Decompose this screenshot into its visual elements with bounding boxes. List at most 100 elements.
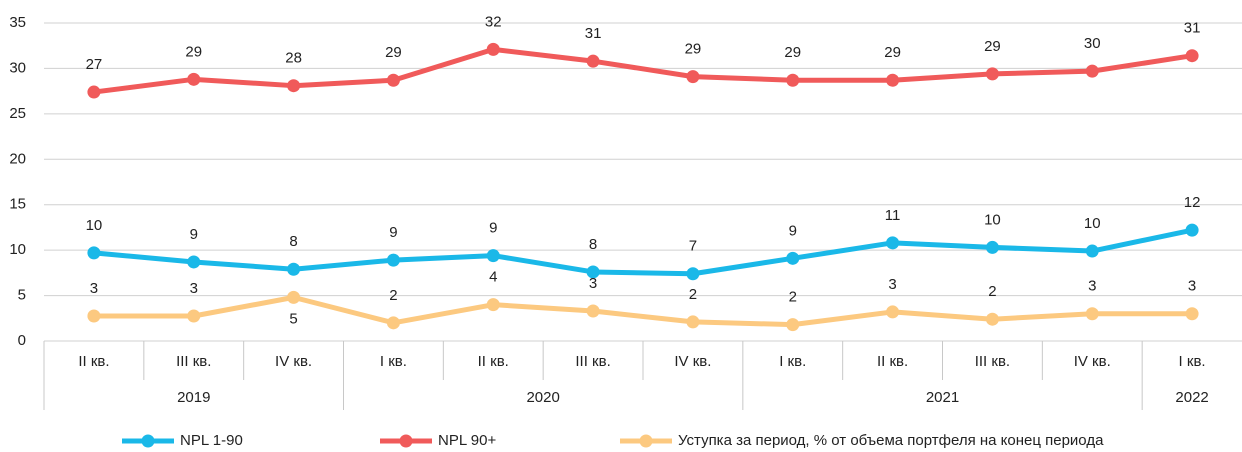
data-label: 3 xyxy=(190,280,198,297)
x-group-label: 2021 xyxy=(926,389,959,406)
x-tick-label: II кв. xyxy=(877,353,908,370)
data-label: 7 xyxy=(689,238,697,255)
data-point xyxy=(486,42,500,56)
data-point xyxy=(1185,223,1199,237)
x-tick-label: III кв. xyxy=(575,353,610,370)
x-tick-label: III кв. xyxy=(975,353,1010,370)
data-label: 30 xyxy=(1084,35,1101,52)
y-tick-label: 0 xyxy=(18,332,26,349)
x-tick-label: I кв. xyxy=(779,353,806,370)
data-label: 29 xyxy=(884,44,901,61)
data-point xyxy=(1085,64,1099,78)
data-label: 4 xyxy=(489,269,497,286)
data-label: 10 xyxy=(86,217,103,234)
data-label: 11 xyxy=(885,207,901,224)
data-label: 31 xyxy=(1184,20,1201,37)
data-label: 8 xyxy=(289,233,297,250)
data-point xyxy=(686,315,700,329)
x-tick-label: IV кв. xyxy=(674,353,711,370)
data-label: 2 xyxy=(689,286,697,303)
data-label: 29 xyxy=(984,38,1001,55)
data-point xyxy=(985,67,999,81)
x-tick-label: IV кв. xyxy=(275,353,312,370)
y-tick-label: 25 xyxy=(9,105,26,122)
data-label: 2 xyxy=(389,287,397,304)
x-tick-label: II кв. xyxy=(78,353,109,370)
series-line xyxy=(93,294,1193,328)
x-tick-label: I кв. xyxy=(1179,353,1206,370)
data-point xyxy=(886,73,900,87)
data-point xyxy=(686,70,700,84)
data-point xyxy=(87,246,101,260)
data-point xyxy=(586,265,600,279)
x-tick-label: II кв. xyxy=(478,353,509,370)
legend-marker xyxy=(639,434,653,448)
data-point xyxy=(87,85,101,99)
series-line xyxy=(93,46,1193,95)
data-label: 29 xyxy=(385,44,402,61)
data-label: 8 xyxy=(589,236,597,253)
legend-label: NPL 90+ xyxy=(438,432,496,449)
data-label: 27 xyxy=(86,56,103,73)
data-point xyxy=(1085,244,1099,258)
data-label: 10 xyxy=(984,211,1001,228)
data-label: 29 xyxy=(685,41,702,58)
data-label: 3 xyxy=(888,276,896,293)
y-tick-label: 10 xyxy=(9,241,26,258)
data-point xyxy=(386,316,400,330)
data-point xyxy=(486,298,500,312)
data-point xyxy=(1185,49,1199,63)
data-point xyxy=(287,79,301,93)
data-point xyxy=(886,305,900,319)
data-point xyxy=(586,304,600,318)
series-line xyxy=(93,227,1193,277)
y-tick-label: 35 xyxy=(9,14,26,31)
x-group-label: 2019 xyxy=(177,389,210,406)
data-point xyxy=(187,309,201,323)
data-label: 29 xyxy=(784,44,801,61)
data-label: 28 xyxy=(285,50,302,67)
x-tick-label: IV кв. xyxy=(1074,353,1111,370)
data-label: 9 xyxy=(489,220,497,237)
data-label: 3 xyxy=(90,280,98,297)
data-label: 2 xyxy=(988,283,996,300)
data-point xyxy=(1185,307,1199,321)
data-label: 9 xyxy=(190,226,198,243)
data-label: 10 xyxy=(1084,215,1101,232)
data-label: 31 xyxy=(585,25,602,42)
data-point xyxy=(586,54,600,68)
legend-marker xyxy=(399,434,413,448)
data-point xyxy=(287,290,301,304)
data-label: 5 xyxy=(289,310,297,327)
y-tick-label: 5 xyxy=(18,287,26,304)
data-label: 3 xyxy=(1188,278,1196,295)
x-tick-label: III кв. xyxy=(176,353,211,370)
x-group-label: 2022 xyxy=(1175,389,1208,406)
y-tick-label: 30 xyxy=(9,59,26,76)
data-label: 29 xyxy=(185,43,202,60)
data-label: 9 xyxy=(789,222,797,239)
x-group-label: 2020 xyxy=(526,389,559,406)
data-point xyxy=(886,236,900,250)
data-point xyxy=(786,251,800,265)
data-point xyxy=(187,255,201,269)
legend-marker xyxy=(141,434,155,448)
y-tick-label: 15 xyxy=(9,196,26,213)
data-point xyxy=(386,253,400,267)
data-label: 3 xyxy=(1088,278,1096,295)
data-point xyxy=(985,312,999,326)
data-point xyxy=(786,73,800,87)
data-point xyxy=(486,249,500,263)
data-point xyxy=(386,73,400,87)
data-point xyxy=(187,72,201,86)
data-label: 2 xyxy=(789,289,797,306)
data-point xyxy=(786,318,800,332)
legend-label: Уступка за период, % от объема портфеля … xyxy=(678,432,1104,449)
data-point xyxy=(1085,307,1099,321)
data-point xyxy=(287,262,301,276)
x-tick-label: I кв. xyxy=(380,353,407,370)
data-point xyxy=(87,309,101,323)
y-tick-label: 20 xyxy=(9,150,26,167)
data-label: 12 xyxy=(1184,194,1201,211)
